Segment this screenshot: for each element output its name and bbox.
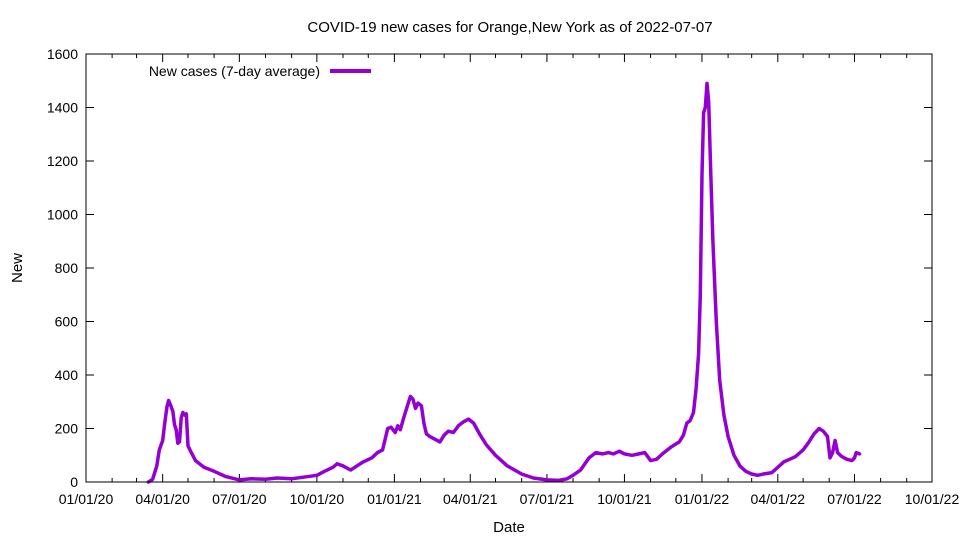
legend-label: New cases (7-day average) <box>149 63 320 79</box>
x-tick-label: 07/01/21 <box>520 491 575 507</box>
series-layer <box>146 81 862 484</box>
x-tick-label: 10/01/22 <box>905 491 960 507</box>
y-axis-label: New <box>9 253 26 283</box>
x-tick-label: 04/01/20 <box>135 491 190 507</box>
y-tick-label: 200 <box>55 421 79 437</box>
y-tick-label: 1200 <box>47 153 78 169</box>
y-axis-ticks: 0 200 400 600 800 1000 1200 1400 1600 <box>47 46 932 490</box>
y-tick-label: 1600 <box>47 46 78 62</box>
x-tick-label: 10/01/21 <box>597 491 652 507</box>
x-tick-label: 04/01/22 <box>751 491 806 507</box>
y-tick-label: 0 <box>70 474 78 490</box>
x-tick-label: 01/01/22 <box>675 491 730 507</box>
y-tick-label: 1400 <box>47 100 78 116</box>
plot-area-border <box>85 53 933 483</box>
legend: New cases (7-day average) <box>149 63 371 79</box>
chart-title: COVID-19 new cases for Orange,New York a… <box>307 19 712 36</box>
y-tick-label: 800 <box>55 260 79 276</box>
y-tick-label: 400 <box>55 367 79 383</box>
x-axis-ticks: 01/01/20 04/01/20 07/01/20 10/01/20 01/01/21… <box>59 54 960 507</box>
y-tick-label: 1000 <box>47 207 78 223</box>
x-tick-label: 10/01/20 <box>290 491 345 507</box>
x-tick-label: 01/01/21 <box>367 491 422 507</box>
x-axis-label: Date <box>493 519 525 536</box>
series-line <box>146 81 862 484</box>
x-tick-label: 07/01/22 <box>827 491 882 507</box>
x-tick-label: 07/01/20 <box>212 491 267 507</box>
y-tick-label: 600 <box>55 314 79 330</box>
x-tick-label: 01/01/20 <box>59 491 114 507</box>
x-tick-label: 04/01/21 <box>443 491 498 507</box>
